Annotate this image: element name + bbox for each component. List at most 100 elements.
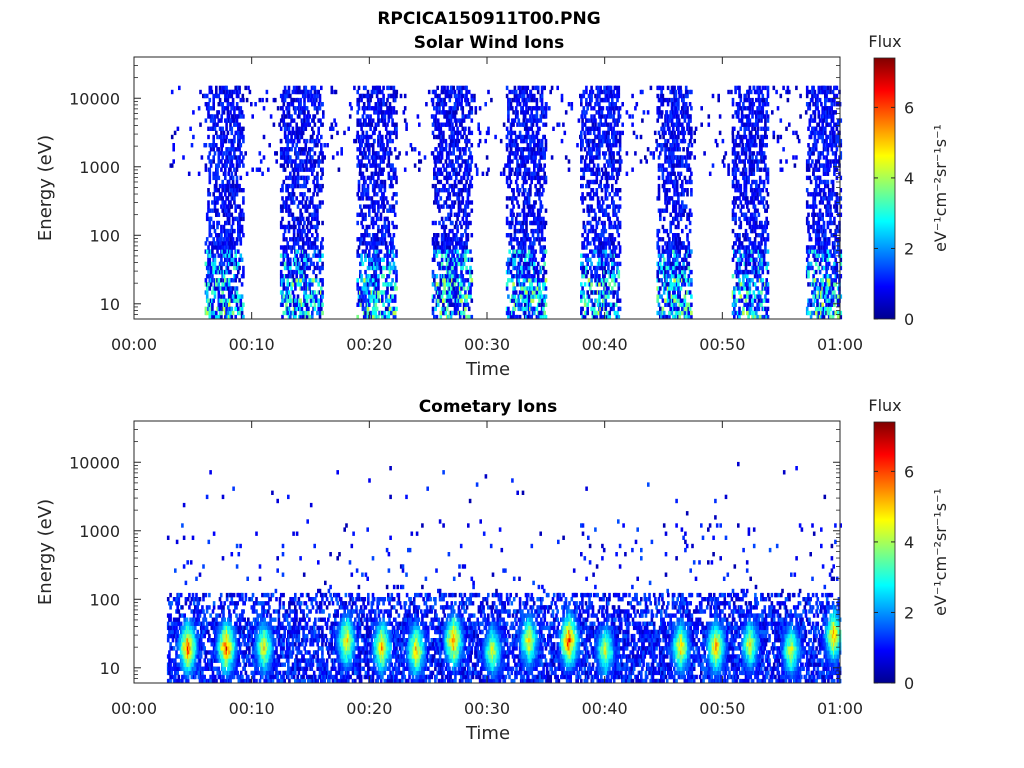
flux-cell	[529, 106, 532, 111]
flux-cell	[509, 261, 513, 267]
flux-cell	[359, 269, 362, 275]
flux-cell	[318, 310, 322, 316]
flux-cell	[305, 314, 309, 320]
flux-cell	[416, 114, 420, 119]
flux-cell	[312, 241, 315, 246]
flux-cell	[603, 122, 606, 127]
flux-cell	[449, 220, 453, 226]
flux-cell	[595, 151, 599, 156]
flux-cell	[369, 126, 372, 131]
flux-cell	[594, 216, 597, 222]
flux-cell	[242, 274, 245, 279]
flux-cell	[756, 134, 760, 140]
flux-cell	[609, 114, 613, 119]
flux-cell	[360, 97, 363, 103]
flux-cell	[274, 97, 277, 103]
flux-cell	[580, 282, 583, 287]
flux-cell	[442, 134, 445, 140]
flux-cell	[308, 122, 311, 127]
flux-cell	[469, 220, 472, 226]
flux-cell	[238, 233, 241, 238]
flux-cell	[436, 179, 440, 185]
flux-cell	[305, 233, 309, 238]
flux-cell	[281, 208, 284, 213]
flux-cell	[215, 175, 218, 181]
flux-cell	[282, 89, 286, 95]
flux-cell	[457, 97, 461, 103]
flux-cell	[445, 298, 449, 303]
flux-cell	[381, 237, 384, 242]
flux-cell	[365, 196, 369, 201]
flux-cell	[216, 200, 219, 205]
flux-cell	[231, 163, 235, 168]
flux-cell	[281, 188, 284, 193]
flux-cell	[520, 265, 523, 271]
flux-cell	[605, 257, 609, 262]
flux-cell	[204, 167, 208, 172]
flux-cell	[505, 147, 509, 152]
flux-cell	[513, 298, 517, 303]
flux-cell	[381, 314, 384, 320]
flux-cell	[318, 159, 322, 164]
flux-cell	[686, 151, 689, 156]
flux-cell	[305, 208, 309, 213]
flux-cell	[560, 138, 564, 144]
flux-cell	[303, 110, 306, 115]
flux-cell	[529, 282, 532, 287]
flux-cell	[204, 118, 208, 123]
flux-cell	[462, 306, 466, 312]
flux-cell	[281, 298, 284, 303]
flux-cell	[533, 171, 536, 176]
flux-cell	[312, 118, 315, 123]
flux-cell	[305, 282, 309, 287]
flux-cell	[285, 200, 288, 205]
flux-cell	[452, 204, 455, 209]
flux-cell	[523, 126, 527, 131]
flux-cell	[595, 179, 599, 185]
flux-cell	[608, 310, 611, 316]
flux-cell	[298, 138, 301, 144]
flux-cell	[449, 114, 453, 119]
flux-cell	[291, 89, 295, 95]
flux-cell	[291, 159, 295, 164]
flux-cell	[303, 192, 306, 197]
flux-cell	[451, 249, 454, 254]
flux-cell	[527, 274, 531, 279]
flux-cell	[178, 85, 181, 91]
flux-cell	[443, 97, 446, 103]
flux-cell	[456, 97, 459, 103]
flux-cell	[294, 282, 297, 287]
flux-cell	[379, 269, 383, 275]
flux-cell	[434, 93, 437, 99]
flux-cell	[357, 106, 361, 111]
flux-cell	[517, 298, 521, 303]
flux-cell	[383, 122, 387, 127]
flux-cell	[505, 216, 509, 222]
flux-cell	[431, 298, 435, 303]
flux-cell	[587, 163, 591, 168]
flux-cell	[299, 110, 302, 115]
flux-cell	[307, 97, 310, 103]
flux-cell	[529, 204, 532, 209]
flux-cell	[237, 106, 240, 111]
flux-cell	[464, 138, 467, 144]
flux-cell	[215, 282, 218, 287]
flux-cell	[466, 204, 470, 209]
flux-cell	[470, 110, 474, 115]
flux-cell	[318, 269, 322, 275]
flux-cell	[587, 183, 591, 189]
flux-cell	[632, 130, 636, 136]
flux-cell	[509, 233, 513, 238]
flux-cell	[446, 85, 449, 91]
flux-cell	[522, 93, 526, 99]
flux-cell	[598, 110, 601, 115]
flux-cell	[585, 118, 588, 123]
flux-cell	[238, 138, 241, 144]
flux-cell	[361, 196, 365, 201]
flux-cell	[382, 192, 385, 197]
flux-cell	[534, 155, 537, 160]
flux-cell	[360, 134, 363, 140]
flux-cell	[299, 265, 302, 271]
flux-cell	[212, 269, 215, 275]
flux-cell	[316, 179, 319, 185]
